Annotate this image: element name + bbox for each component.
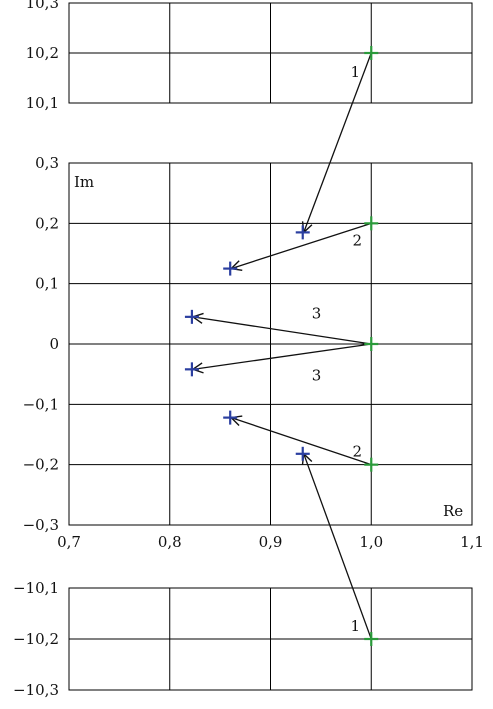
- y-tick-label: −10,2: [13, 630, 59, 648]
- initial-root-mark: [364, 46, 379, 60]
- y-tick-label: −0,3: [23, 516, 59, 534]
- locus-arrow: [304, 52, 372, 232]
- pair-label: 1: [350, 63, 360, 81]
- y-tick-label: 10,3: [26, 0, 59, 12]
- y-tick-label: 10,1: [26, 94, 59, 112]
- y-tick-label: 0,1: [35, 275, 59, 293]
- x-tick-label: 0,8: [158, 533, 182, 551]
- final-root-mark: [295, 225, 310, 240]
- pair-label: 1: [350, 617, 360, 635]
- pair-label: 3: [312, 367, 322, 385]
- pair-labels-layer: 1 2 3 3 2 1: [312, 63, 362, 635]
- y-tick-label: −0,2: [23, 456, 59, 474]
- final-root-mark: [223, 261, 238, 276]
- pair-label: 2: [352, 443, 362, 461]
- y-tick-label: −10,1: [13, 579, 59, 597]
- locus-arrow: [193, 343, 372, 369]
- marks-layer: [184, 46, 379, 646]
- locus-arrow: [231, 418, 372, 466]
- x-tick-label: 0,7: [57, 533, 81, 551]
- y-tick-label: 0: [49, 335, 59, 353]
- tick-labels: 10,1 10,2 10,3 −0,3 −0,2 −0,1 0 0,1 0,2 0,3 −10,1 −…: [13, 0, 484, 699]
- y-tick-label: 0,2: [35, 214, 59, 232]
- locus-arrow: [304, 454, 372, 640]
- x-axis-label: Re: [443, 502, 463, 520]
- initial-root-mark: [364, 632, 379, 646]
- grid-layer: [68, 2, 473, 691]
- final-root-mark: [295, 446, 310, 461]
- arrows-layer: [193, 52, 372, 640]
- y-tick-label: −10,3: [13, 681, 59, 699]
- locus-arrow: [231, 222, 372, 268]
- initial-root-mark: [364, 337, 379, 351]
- initial-root-mark: [364, 457, 379, 472]
- initial-root-mark: [364, 216, 379, 231]
- y-axis-label: Im: [74, 173, 94, 191]
- x-tick-label: 1,1: [460, 533, 484, 551]
- y-tick-label: 10,2: [26, 44, 59, 62]
- x-tick-label: 0,9: [259, 533, 283, 551]
- y-tick-label: 0,3: [35, 154, 59, 172]
- final-root-mark: [184, 362, 199, 377]
- pair-label: 2: [352, 231, 362, 249]
- x-tick-label: 1,0: [359, 533, 383, 551]
- y-tick-label: −0,1: [23, 395, 59, 413]
- locus-arrow: [193, 317, 372, 345]
- final-root-mark: [184, 309, 199, 324]
- final-root-mark: [223, 410, 238, 425]
- pair-label: 3: [312, 304, 322, 322]
